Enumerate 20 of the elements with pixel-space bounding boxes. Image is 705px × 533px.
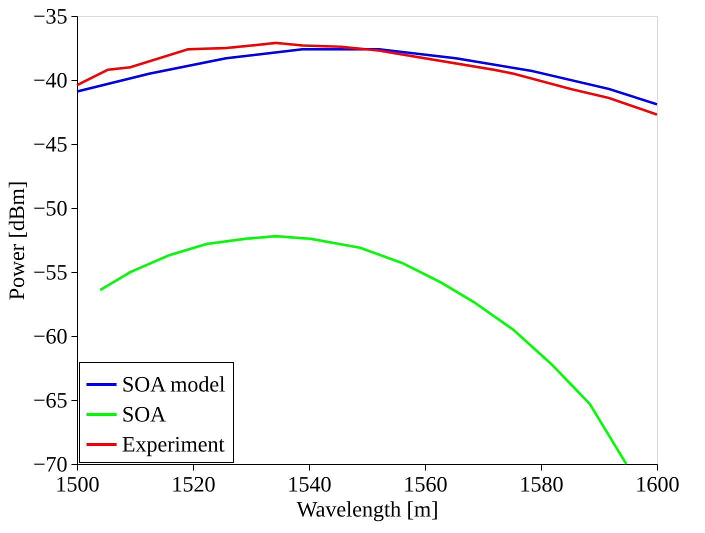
x-tick-label: 1580 bbox=[520, 472, 564, 496]
x-tick-label: 1600 bbox=[636, 472, 680, 496]
line-series bbox=[98, 234, 628, 466]
y-axis-title: Power [dBm] bbox=[4, 180, 30, 300]
y-tick-label: −40 bbox=[33, 68, 68, 92]
y-tick-label: −60 bbox=[33, 324, 68, 348]
legend-label: Experiment bbox=[122, 432, 225, 456]
y-tick-label: −35 bbox=[33, 4, 68, 28]
y-tick-label: −65 bbox=[33, 388, 68, 412]
legend-label: SOA model bbox=[122, 372, 226, 396]
y-tick-label: −50 bbox=[33, 196, 68, 220]
x-tick-label: 1520 bbox=[172, 472, 216, 496]
y-tick-label: −45 bbox=[33, 132, 68, 156]
x-tick-label: 1560 bbox=[404, 472, 448, 496]
x-tick-label: 1540 bbox=[288, 472, 332, 496]
y-tick-label: −55 bbox=[33, 260, 68, 284]
x-axis-title: Wavelength [m] bbox=[296, 496, 438, 522]
legend-label: SOA bbox=[122, 402, 166, 426]
line-series bbox=[76, 48, 658, 106]
line-series bbox=[76, 42, 658, 116]
